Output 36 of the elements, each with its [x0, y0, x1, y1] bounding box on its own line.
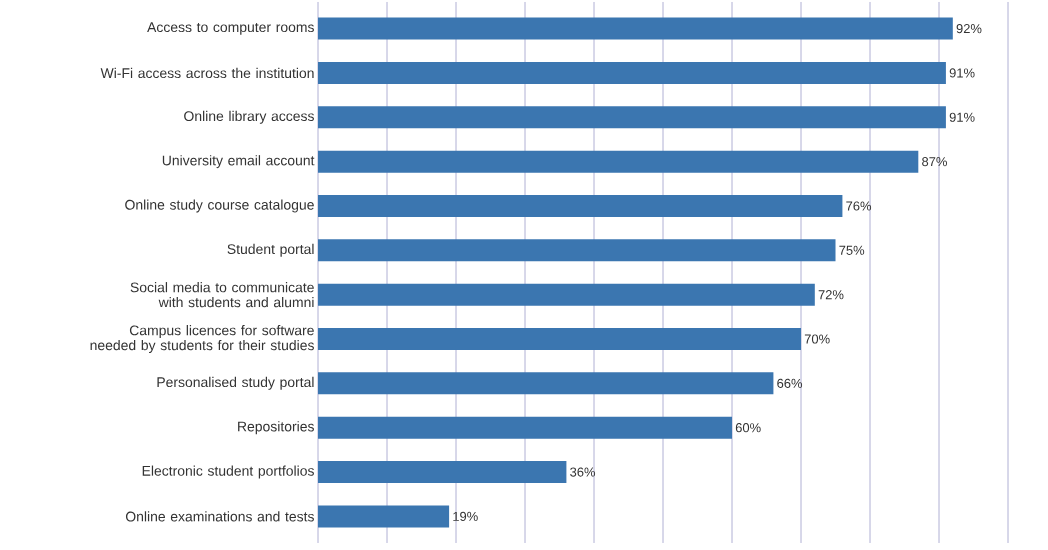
y-tick-label: Social media to communicate with students and alumni	[130, 282, 314, 308]
bar	[318, 239, 836, 262]
bar	[318, 195, 843, 218]
bar	[318, 461, 567, 484]
data-label: 19%	[453, 511, 478, 522]
data-label: 70%	[804, 334, 830, 344]
data-label: 60%	[735, 423, 761, 433]
y-tick-label: Online library access	[184, 110, 314, 124]
data-label: 91%	[949, 68, 975, 78]
y-tick-label: Student portal	[227, 243, 314, 257]
bar	[318, 62, 946, 85]
bar	[318, 106, 946, 129]
y-tick-label: Online examinations and tests	[125, 511, 314, 522]
data-label: 36%	[570, 467, 596, 477]
bar	[318, 328, 802, 351]
bar	[318, 416, 733, 439]
y-tick-label: Wi-Fi access across the institution	[100, 67, 314, 79]
y-tick-label: Electronic student portfolios	[142, 465, 314, 479]
bar	[318, 150, 919, 173]
y-tick-label: Online study course catalogue	[125, 199, 314, 213]
data-label: 92%	[956, 24, 982, 34]
data-label: 66%	[777, 378, 803, 389]
y-tick-label: Campus licences for software needed by students for their studies	[90, 325, 314, 354]
bar	[318, 17, 953, 40]
bar	[318, 372, 774, 395]
y-tick-label: Repositories	[238, 421, 314, 435]
y-tick-label: Personalised study portal	[157, 376, 314, 390]
bar	[318, 505, 450, 528]
data-label: 72%	[818, 290, 844, 300]
data-label: 91%	[949, 112, 975, 122]
y-tick-label: University email account	[162, 155, 315, 169]
bar	[318, 283, 815, 306]
data-label: 75%	[839, 245, 865, 255]
data-label: 76%	[846, 201, 872, 211]
y-tick-label: Access to computer rooms	[147, 22, 314, 35]
data-label: 87%	[922, 157, 947, 167]
